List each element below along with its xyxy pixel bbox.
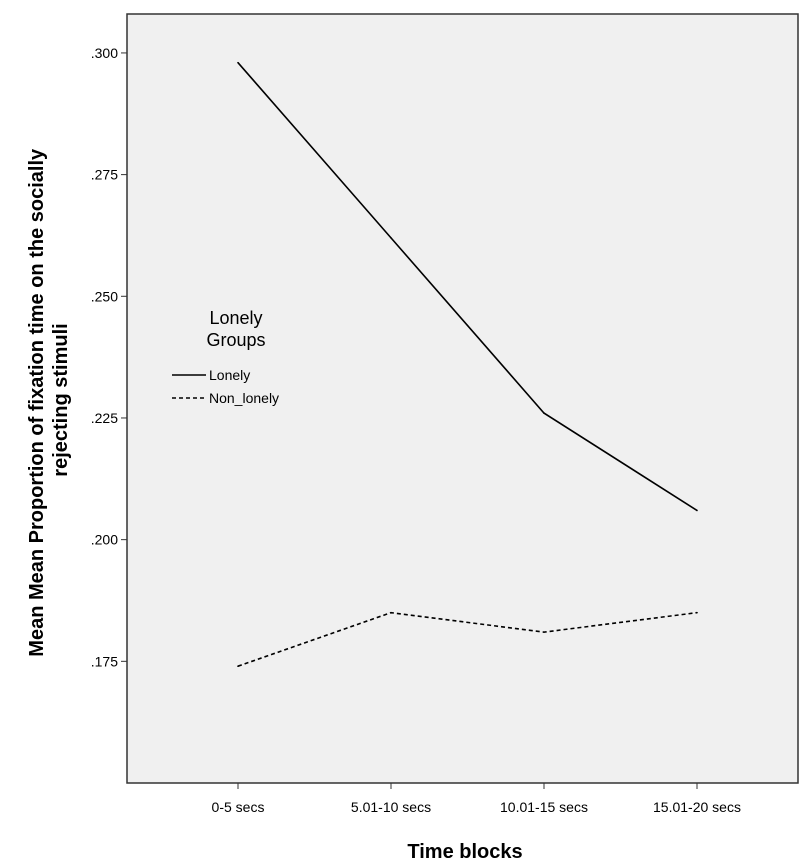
y-axis: .175 .200 .225 .250 .275 .300 <box>91 45 127 669</box>
y-tick-label: .275 <box>91 167 118 183</box>
y-tick-label: .200 <box>91 532 118 548</box>
y-tick-label: .175 <box>91 653 118 669</box>
series-line-non-lonely <box>237 611 698 667</box>
legend: Lonely Groups Lonely Non_lonely <box>172 308 279 406</box>
y-tick-label: .225 <box>91 410 118 426</box>
legend-label-non-lonely: Non_lonely <box>209 390 279 406</box>
data-point-non-lonely <box>696 611 698 614</box>
x-axis: 0-5 secs 5.01-10 secs 10.01-15 secs 15.01-2… <box>212 783 741 815</box>
legend-title-line-2: Groups <box>206 330 265 350</box>
plot-area <box>126 13 799 784</box>
data-point-lonely <box>696 509 698 512</box>
data-point-lonely <box>390 237 392 239</box>
legend-title-line-1: Lonely <box>209 308 262 328</box>
x-tick-label: 5.01-10 secs <box>351 799 431 815</box>
data-point-non-lonely <box>390 611 392 614</box>
x-tick-label: 10.01-15 secs <box>500 799 588 815</box>
y-axis-title: Mean Mean Proportion of fixation time on… <box>26 143 72 656</box>
x-tick-label: 15.01-20 secs <box>653 799 741 815</box>
series-line-lonely <box>237 62 698 512</box>
legend-label-lonely: Lonely <box>209 367 250 383</box>
data-point-non-lonely <box>543 631 545 633</box>
data-point-non-lonely <box>237 665 239 667</box>
x-axis-title: Time blocks <box>407 841 522 861</box>
series-layer <box>237 61 698 667</box>
data-point-lonely <box>543 412 545 414</box>
y-tick-label: .250 <box>91 288 118 304</box>
y-axis-title-line-1: Mean Mean Proportion of fixation time on… <box>26 148 48 657</box>
y-tick-label: .300 <box>91 45 118 61</box>
y-axis-title-line-2: rejecting stimuli <box>50 323 72 476</box>
data-point-lonely <box>237 61 239 64</box>
x-tick-label: 0-5 secs <box>212 799 265 815</box>
